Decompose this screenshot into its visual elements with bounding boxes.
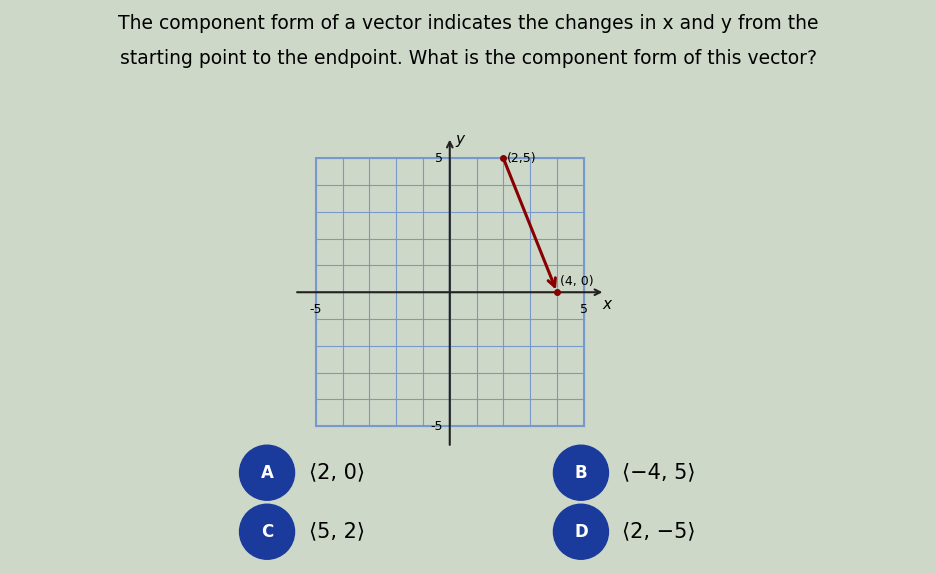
Text: The component form of a vector indicates the changes in x and y from the: The component form of a vector indicates… <box>118 14 818 33</box>
Text: ⟨2, 0⟩: ⟨2, 0⟩ <box>308 463 364 482</box>
Text: (2,5): (2,5) <box>506 152 535 164</box>
Text: ⟨−4, 5⟩: ⟨−4, 5⟩ <box>622 463 695 482</box>
Text: D: D <box>574 523 587 541</box>
Text: starting point to the endpoint. What is the component form of this vector?: starting point to the endpoint. What is … <box>120 49 816 68</box>
Text: x: x <box>602 297 611 312</box>
Text: -5: -5 <box>431 420 443 433</box>
Text: A: A <box>260 464 273 482</box>
Text: y: y <box>455 132 463 147</box>
Text: B: B <box>574 464 587 482</box>
Text: 5: 5 <box>579 303 587 316</box>
Text: ⟨5, 2⟩: ⟨5, 2⟩ <box>308 522 364 541</box>
Text: -5: -5 <box>309 303 322 316</box>
Text: ⟨2, −5⟩: ⟨2, −5⟩ <box>622 522 695 541</box>
Text: C: C <box>260 523 273 541</box>
Text: (4, 0): (4, 0) <box>560 275 593 288</box>
Text: 5: 5 <box>434 152 443 164</box>
